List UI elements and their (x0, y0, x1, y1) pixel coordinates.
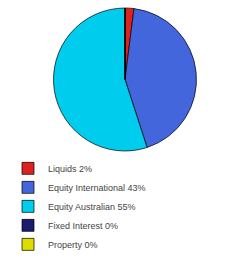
svg-text:Equity International 43%: Equity International 43% (48, 183, 146, 193)
svg-text:Fixed Interest 0%: Fixed Interest 0% (48, 221, 118, 231)
svg-text:Equity Australian 55%: Equity Australian 55% (48, 202, 136, 212)
svg-text:Property 0%: Property 0% (48, 240, 98, 250)
svg-text:Liquids 2%: Liquids 2% (48, 164, 92, 174)
